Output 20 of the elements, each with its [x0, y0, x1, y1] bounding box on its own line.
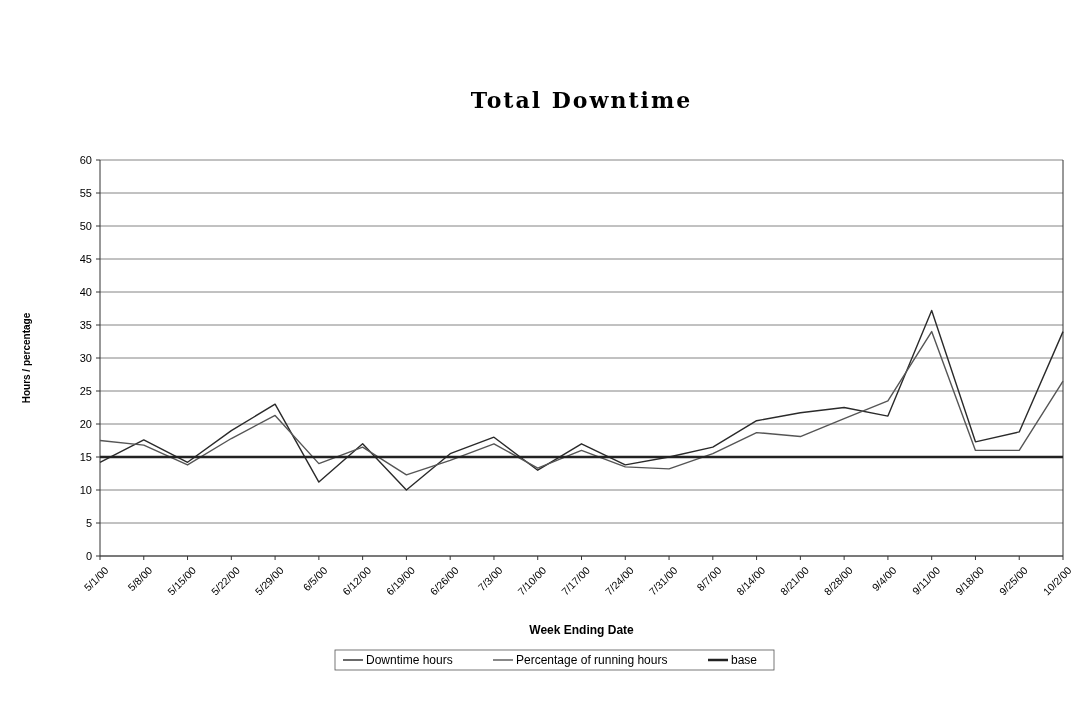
y-tick-label: 25	[79, 384, 92, 397]
y-tick-label: 15	[79, 450, 92, 463]
y-tick-label: 20	[79, 417, 92, 430]
y-tick-label: 10	[79, 483, 92, 496]
y-axis-title: Hours / percentage	[21, 312, 32, 404]
y-tick-label: 45	[79, 252, 92, 265]
legend-label: Percentage of running hours	[516, 653, 668, 668]
y-tick-label: 50	[79, 219, 92, 232]
y-tick-label: 55	[79, 186, 92, 199]
y-tick-label: 35	[79, 318, 92, 331]
chart-title: Total Downtime	[470, 87, 693, 113]
y-tick-label: 40	[79, 285, 92, 298]
y-tick-label: 5	[85, 516, 92, 529]
y-tick-label: 0	[85, 549, 92, 562]
y-tick-label: 60	[79, 153, 92, 166]
x-axis-title: Week Ending Date	[529, 623, 635, 637]
y-tick-label: 30	[79, 351, 92, 364]
legend-label: base	[731, 653, 758, 668]
legend-label: Downtime hours	[366, 653, 453, 668]
line-series	[99, 330, 1064, 476]
